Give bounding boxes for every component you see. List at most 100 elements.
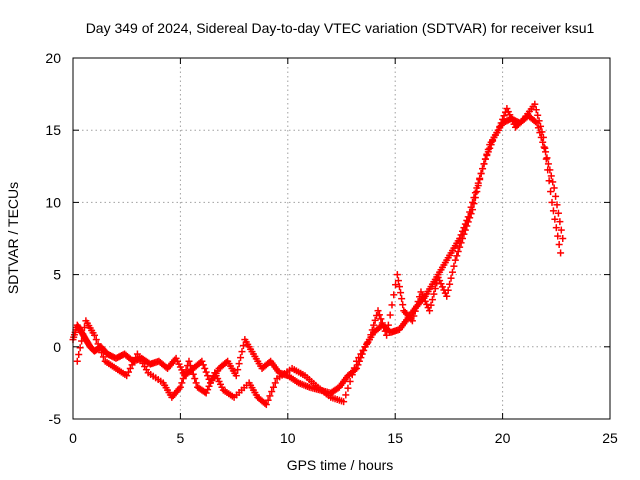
- data-point: [448, 268, 456, 276]
- data-point: [538, 128, 546, 136]
- data-point: [504, 108, 512, 116]
- data-point: [365, 336, 373, 344]
- data-point: [480, 160, 488, 168]
- data-point: [124, 368, 132, 376]
- data-point: [380, 323, 388, 331]
- data-point: [390, 291, 398, 299]
- data-point: [199, 361, 207, 369]
- x-tick-label: 25: [602, 430, 618, 446]
- data-point: [397, 289, 405, 297]
- data-point: [192, 379, 200, 387]
- data-point: [408, 317, 416, 325]
- data-point: [548, 198, 556, 206]
- data-point: [473, 188, 481, 196]
- data-point: [261, 399, 269, 407]
- y-tick-label: -5: [49, 411, 62, 427]
- data-point: [471, 194, 479, 202]
- data-point: [450, 262, 458, 270]
- data-point: [128, 361, 136, 369]
- data-point: [547, 188, 555, 196]
- data-point: [481, 155, 489, 163]
- data-point: [342, 391, 350, 399]
- data-point: [266, 392, 274, 400]
- data-point: [350, 364, 358, 372]
- data-point: [377, 315, 385, 323]
- data-point: [176, 383, 184, 391]
- data-point: [496, 123, 504, 131]
- data-point: [268, 388, 276, 396]
- data-point: [269, 383, 277, 391]
- data-point: [421, 297, 429, 305]
- data-point: [547, 172, 555, 180]
- data-point: [363, 339, 371, 347]
- plot-frame: [72, 57, 611, 420]
- data-point: [383, 331, 391, 339]
- data-point: [413, 302, 421, 310]
- data-point: [549, 178, 557, 186]
- data-point: [189, 370, 197, 378]
- x-tick-label: 5: [177, 430, 185, 446]
- y-tick-label: 0: [53, 339, 61, 355]
- data-point: [446, 280, 454, 288]
- data-point: [271, 379, 279, 387]
- data-point: [381, 327, 389, 335]
- data-point: [239, 342, 247, 350]
- data-point: [420, 294, 428, 302]
- x-tick-label: 20: [495, 430, 511, 446]
- data-point: [428, 296, 436, 304]
- data-point: [99, 353, 107, 361]
- data-point: [466, 214, 474, 222]
- data-point: [73, 357, 81, 365]
- data-point: [463, 222, 471, 230]
- data-point: [544, 160, 552, 168]
- data-point: [98, 349, 106, 357]
- data-point: [374, 307, 382, 315]
- data-point: [357, 350, 365, 358]
- data-point: [384, 321, 392, 329]
- data-point: [417, 288, 425, 296]
- data-point: [451, 256, 459, 264]
- data-point: [476, 176, 484, 184]
- data-point: [500, 112, 508, 120]
- data-point: [394, 277, 402, 285]
- data-point: [234, 366, 242, 374]
- data-point: [94, 340, 102, 348]
- axis-ticks: 0 5 10 15 20 25 -5 0 5 10 15 20: [45, 50, 618, 446]
- data-point: [479, 165, 487, 173]
- data-point: [470, 200, 478, 208]
- data-point: [370, 321, 378, 329]
- data-point: [393, 271, 401, 279]
- data-point: [426, 307, 434, 315]
- data-point: [484, 145, 492, 153]
- data-point: [76, 344, 84, 352]
- data-point: [238, 348, 246, 356]
- data-point: [186, 362, 194, 370]
- data-point: [447, 274, 455, 282]
- data-point: [469, 198, 477, 206]
- data-point: [559, 235, 567, 242]
- data-point: [539, 133, 547, 141]
- data-point: [464, 218, 472, 226]
- data-point: [544, 166, 552, 174]
- data-point: [368, 326, 376, 334]
- data-point: [388, 301, 396, 309]
- y-tick-label: 20: [45, 50, 61, 66]
- data-point: [532, 118, 540, 126]
- data-point: [355, 354, 363, 362]
- data-point: [507, 114, 515, 122]
- data-point: [237, 354, 245, 362]
- data-point: [198, 357, 206, 365]
- data-point: [178, 379, 186, 387]
- data-point: [437, 280, 445, 288]
- x-tick-label: 10: [280, 430, 296, 446]
- data-point: [92, 336, 100, 344]
- data-point: [235, 360, 243, 368]
- grid-lines: [73, 58, 610, 419]
- data-point: [555, 241, 563, 249]
- data-point: [344, 384, 352, 392]
- data-point: [506, 111, 514, 119]
- data-point: [444, 286, 452, 294]
- data-point: [497, 119, 505, 127]
- data-point: [264, 396, 272, 404]
